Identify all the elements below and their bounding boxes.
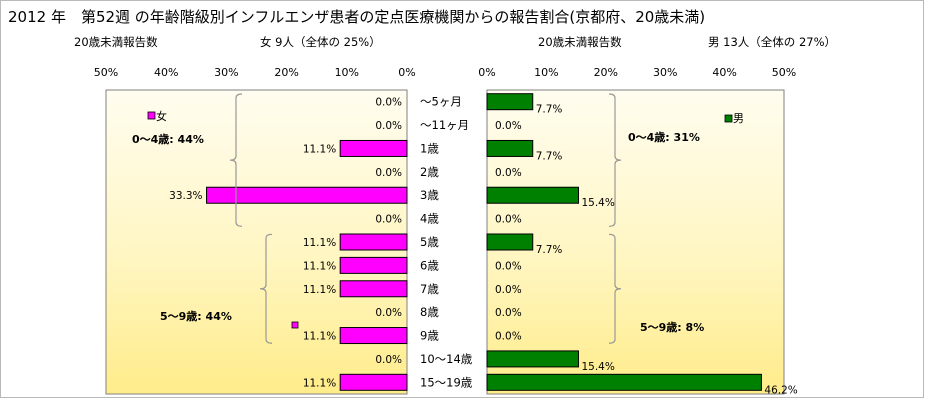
left-x-tick-label: 30% [214,66,238,79]
age-category-label: 8歳 [420,305,439,319]
age-category-label: 15～19歳 [420,375,473,389]
female-value-label: 11.1% [303,260,336,272]
male-group-0-4-annotation: 0～4歳: 31% [628,130,700,144]
age-category-label: ～5ヶ月 [420,95,462,109]
male-bar [486,93,534,111]
male-value-label: 0.0% [495,260,522,272]
age-category-label: 1歳 [420,141,439,155]
age-category-label: 9歳 [420,329,439,343]
male-value-label: 0.0% [495,120,522,132]
left-summary: 女 9人（全体の 25%） [260,35,381,49]
male-value-label: 7.7% [536,244,563,256]
right-x-tick-label: 50% [772,66,796,79]
male-legend-label: 男 [733,112,744,125]
age-category-label: 2歳 [420,165,439,179]
female-legend-swatch [147,111,156,120]
male-value-label: 7.7% [536,150,563,162]
female-value-label: 0.0% [375,354,402,366]
male-value-label: 0.0% [495,331,522,343]
age-category-label: ～11ヶ月 [420,118,469,132]
male-bar [486,350,579,368]
female-value-label: 11.1% [303,237,336,249]
right-x-tick-label: 20% [594,66,618,79]
female-value-label: 0.0% [375,167,402,179]
male-bar [486,186,579,204]
left-brace-0-4 [229,93,243,227]
female-value-label: 11.1% [303,377,336,389]
female-value-label: 11.1% [303,331,336,343]
female-value-label: 0.0% [375,97,402,109]
female-bar [339,256,408,274]
female-bar [206,186,408,204]
male-legend-swatch [724,114,733,123]
right-brace-5-9 [608,233,622,344]
right-summary: 男 13人（全体の 27%） [708,35,837,49]
left-x-tick-label: 50% [94,66,118,79]
female-marker [291,321,299,329]
male-value-label: 7.7% [536,104,563,116]
female-value-label: 0.0% [375,307,402,319]
age-category-label: 10～14歳 [420,352,473,366]
chart-title: 2012 年 第52週 の年齢階級別インフルエンザ患者の定点医療機関からの報告割… [8,8,706,26]
female-legend-label: 女 [156,109,167,123]
age-category-label: 3歳 [420,188,439,202]
female-value-label: 33.3% [169,190,202,202]
male-value-label: 0.0% [495,307,522,319]
age-category-label: 5歳 [420,235,439,249]
male-value-label: 15.4% [581,361,614,373]
female-value-label: 0.0% [375,214,402,226]
right-x-tick-label: 10% [534,66,558,79]
right-x-tick-label: 40% [712,66,736,79]
male-value-label: 0.0% [495,284,522,296]
right-x-tick-label: 30% [653,66,677,79]
female-bar [339,373,408,391]
right-plot-area [486,89,785,395]
male-group-5-9-annotation: 5～9歳: 8% [640,320,704,334]
age-category-label: 6歳 [420,258,439,272]
age-category-label: 4歳 [420,212,439,226]
left-x-tick-label: 10% [335,66,359,79]
left-x-tick-label: 40% [154,66,178,79]
male-value-label: 0.0% [495,167,522,179]
female-group-0-4-annotation: 0～4歳: 44% [132,132,204,146]
male-bar [486,233,534,251]
left-count-label: 20歳未満報告数 [74,35,158,49]
right-x-tick-label: 0% [478,66,495,79]
female-bar [339,233,408,251]
right-count-label: 20歳未満報告数 [538,35,622,49]
male-bar [486,373,762,391]
female-value-label: 11.1% [303,284,336,296]
male-value-label: 46.2% [764,384,797,396]
left-brace-5-9 [259,233,273,344]
left-x-tick-label: 0% [398,66,415,79]
male-value-label: 0.0% [495,214,522,226]
age-category-label: 7歳 [420,282,439,296]
female-bar [339,280,408,298]
female-bar [339,327,408,345]
right-brace-0-4 [608,93,622,227]
male-bar [486,139,534,157]
male-value-label: 15.4% [581,197,614,209]
left-x-tick-label: 20% [274,66,298,79]
female-value-label: 11.1% [303,143,336,155]
female-value-label: 0.0% [375,120,402,132]
female-group-5-9-annotation: 5～9歳: 44% [160,309,232,323]
female-bar [339,139,408,157]
